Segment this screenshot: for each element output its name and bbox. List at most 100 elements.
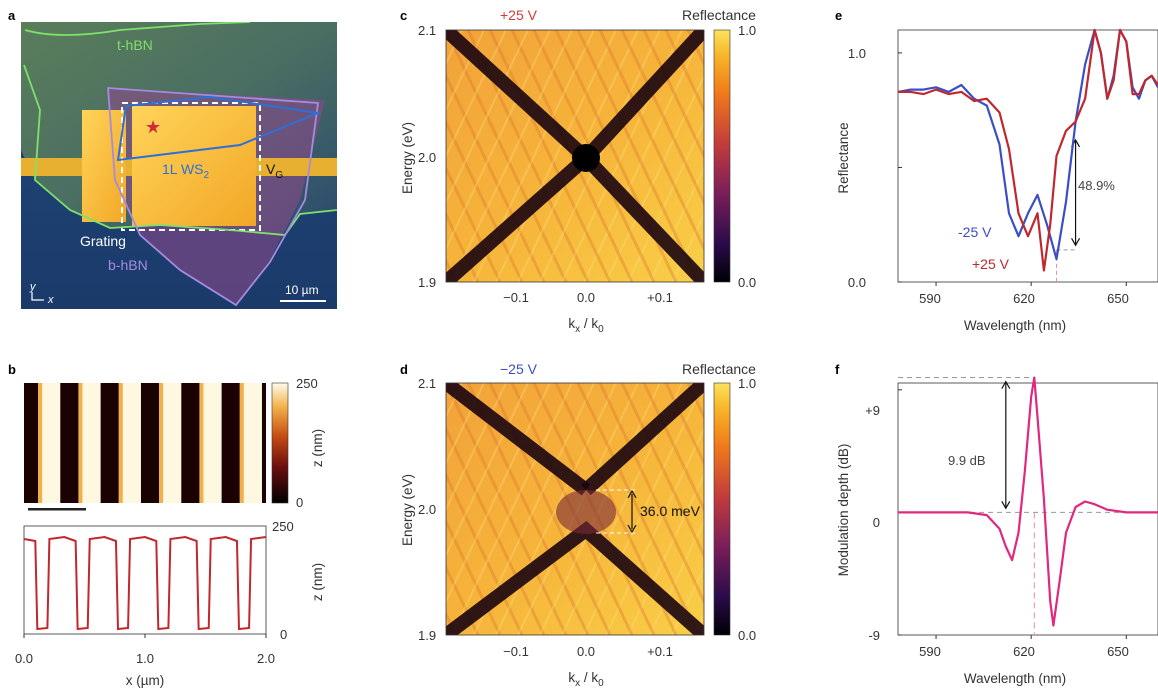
fringe (693, 258, 704, 282)
profile-xtick-2: 2.0 (257, 651, 275, 666)
fringe (716, 383, 836, 635)
map-c-cbar-max: 1.0 (738, 23, 756, 38)
e-xtick-1: 620 (1013, 291, 1035, 306)
afm-image (24, 383, 266, 503)
plot-frame (897, 29, 1158, 283)
f-xlabel: Wavelength (nm) (964, 671, 1066, 686)
e-annotation: 48.9% (1078, 178, 1115, 193)
b-hbn-outline (107, 87, 320, 307)
panel-d: d −25 V Reflectance 36.0 meV 1.0 0.0 2.1… (314, 361, 880, 689)
fringe (671, 212, 704, 282)
map-d-ytick-0: 2.1 (418, 376, 436, 391)
fringe (732, 30, 852, 282)
fringe (446, 30, 551, 251)
fringe (446, 30, 568, 282)
stripe-edge (199, 383, 204, 503)
fringe (446, 610, 458, 635)
panel-f: f +9 0 -9 590 620 650 Modulation depth (… (835, 362, 1158, 686)
fringe (446, 564, 480, 635)
fringe (539, 30, 661, 282)
fringe (664, 30, 704, 114)
map-c (446, 30, 852, 282)
fringe (488, 30, 612, 282)
fringe (446, 383, 551, 604)
map-c-cbar-min: 0.0 (738, 275, 756, 290)
panel-e: e 1.0 0.0 590 620 650 Reflectance Wavele… (835, 8, 1158, 333)
gap-arrow (627, 489, 637, 534)
gate-pad (82, 110, 126, 222)
grating-stripe (118, 383, 141, 503)
panel-a: a ★ t-hBN 1L WS2 VG Grating b-hBN 10 µm … (8, 8, 337, 309)
profile-ylabel: z (nm) (310, 563, 325, 601)
fringe (466, 383, 590, 635)
fringe (693, 611, 704, 635)
series-line-0 (898, 376, 1158, 627)
f-ytick-0: +9 (865, 403, 880, 418)
map-c-xlabel: kx / k0 (568, 316, 604, 335)
map-d-xtick-2: +0.1 (647, 644, 673, 659)
map-d (314, 383, 880, 635)
map-d-cbar-max: 1.0 (738, 376, 756, 391)
gap-label: 36.0 meV (640, 503, 701, 519)
svg-text:x: x (47, 294, 54, 306)
fringe (446, 30, 485, 113)
axis-indicator: y x (29, 281, 54, 306)
fringe (598, 383, 704, 605)
map-c-ylabel: Energy (eV) (400, 122, 415, 194)
afm-cbar-max: 250 (296, 376, 318, 391)
stripe-edge (118, 383, 123, 503)
map-c-xtick-2: +0.1 (647, 290, 673, 305)
stripe-edge (78, 383, 83, 503)
fringe (495, 383, 617, 635)
map-d-ytick-1: 2.0 (418, 502, 436, 517)
afm-colorbar (271, 382, 289, 504)
stripe-edge (159, 383, 164, 503)
label-t-hbn: t-hBN (117, 37, 153, 53)
series-line-1 (898, 28, 1158, 272)
label-ws2: 1L WS2 (162, 161, 210, 181)
fringe (732, 383, 852, 635)
fringe (605, 426, 704, 635)
e-xtick-0: 590 (919, 291, 941, 306)
fringe (446, 72, 546, 282)
star-icon: ★ (145, 117, 161, 138)
map-d-ytick-2: 1.9 (418, 628, 436, 643)
fringe (598, 30, 704, 252)
fringe (495, 30, 617, 282)
fringe (686, 383, 704, 421)
profile-ytick-top: 250 (272, 519, 294, 534)
map-c-colorbar (713, 29, 731, 283)
label-grating: Grating (80, 233, 126, 249)
map-c-title: +25 V (500, 7, 538, 23)
fringe (446, 383, 485, 466)
afm-cbar-label: z (nm) (310, 429, 325, 467)
map-c-ytick-1: 2.0 (418, 150, 436, 165)
fringe (446, 383, 568, 635)
fringe (446, 383, 507, 512)
map-c-ytick-0: 2.1 (418, 23, 436, 38)
grating-stripe (159, 383, 182, 503)
fringe (446, 518, 502, 635)
map-c-xtick-1: 0.0 (577, 290, 595, 305)
stripe-edge (38, 383, 43, 503)
fringe (649, 519, 704, 635)
f-xtick-2: 650 (1107, 644, 1129, 659)
profile-xtick-0: 0.0 (15, 651, 33, 666)
panel-letter-a: a (8, 8, 16, 23)
scale-bar (280, 300, 326, 302)
map-d-cbar-title: Reflectance (682, 361, 756, 377)
fringe (451, 30, 573, 282)
e-xlabel: Wavelength (nm) (964, 318, 1066, 333)
fringe (576, 383, 700, 635)
svg-text:y: y (29, 281, 37, 293)
f-xtick-0: 590 (919, 644, 941, 659)
fringe (446, 425, 546, 635)
fringe (451, 383, 573, 635)
e-ytick-2: 0.0 (848, 275, 866, 290)
fringe (314, 383, 434, 635)
fringe (760, 383, 880, 635)
fringe (605, 73, 704, 282)
fringe (620, 383, 704, 559)
grating-region (132, 106, 256, 226)
t-hbn-outline-lower (23, 64, 337, 236)
